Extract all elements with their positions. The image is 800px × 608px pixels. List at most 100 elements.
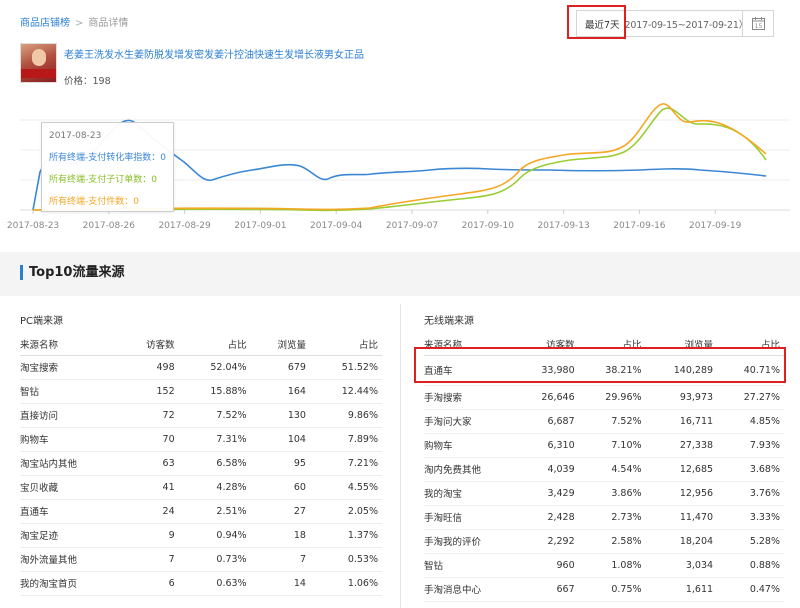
column-header: 访客数 — [516, 333, 579, 356]
table-row: 淘内免费其他 4,039 4.54% 12,685 3.68% — [424, 457, 784, 482]
value-cell: 16,711 — [645, 409, 718, 434]
value-cell: 4.54% — [578, 457, 646, 482]
value-cell: 152 — [119, 379, 179, 404]
date-range-text: 2017-09-15~2017-09-21） — [624, 19, 749, 31]
x-tick-label: 2017-08-23 — [7, 221, 59, 231]
value-cell: 104 — [250, 427, 310, 452]
value-cell: 0.94% — [178, 523, 251, 548]
table-row: 手淘我的评价 2,292 2.58% 18,204 5.28% — [424, 529, 784, 554]
date-preset-button[interactable]: 最近7天 — [585, 19, 620, 31]
value-cell: 1.08% — [578, 553, 646, 578]
value-cell: 4.28% — [178, 475, 251, 500]
x-tick-label: 2017-09-13 — [537, 221, 589, 231]
x-tick-label: 2017-09-19 — [689, 221, 742, 231]
source-name-cell[interactable]: 手淘旺信 — [424, 505, 517, 530]
breadcrumb-link-shop-rank[interactable]: 商品店铺榜 — [20, 18, 70, 29]
source-name-cell[interactable]: 智钻 — [20, 379, 120, 404]
product-title-link[interactable]: 老姜王洗发水生姜防脱发增发密发姜汁控油快速生发增长液男女正品 — [64, 50, 364, 61]
source-name-cell[interactable]: 淘宝站内其他 — [20, 451, 120, 476]
column-header: 占比 — [717, 333, 784, 356]
source-name-cell[interactable]: 直接访问 — [20, 403, 120, 428]
source-name-cell[interactable]: 我的淘宝首页 — [20, 571, 120, 596]
source-name-cell[interactable]: 宝贝收藏 — [20, 475, 120, 500]
value-cell: 1.06% — [309, 571, 382, 596]
date-range-picker[interactable]: 最近7天 2017-09-15~2017-09-21） 15 — [576, 10, 774, 37]
value-cell: 33,980 — [516, 355, 579, 386]
x-tick-label: 2017-09-01 — [234, 221, 286, 231]
source-name-cell[interactable]: 直通车 — [20, 499, 120, 524]
value-cell: 6,310 — [516, 433, 579, 458]
table-row: 手淘消息中心 667 0.75% 1,611 0.47% — [424, 577, 784, 602]
product-price: 价格：198 — [64, 76, 111, 87]
x-tick-label: 2017-09-16 — [613, 221, 666, 231]
value-cell: 1,611 — [645, 577, 718, 602]
table-row: 淘宝站内其他 63 6.58% 95 7.21% — [20, 451, 382, 476]
mobile-sources-table: 来源名称 访客数 占比 浏览量 占比 直通车 33,980 38.21% 140,28… — [424, 333, 784, 602]
tooltip-sub-orders: 所有终端-支付子订单数：0 — [49, 175, 157, 185]
value-cell: 18,204 — [645, 529, 718, 554]
value-cell: 2.05% — [309, 499, 382, 524]
calendar-button[interactable]: 15 — [742, 11, 773, 36]
calendar-day: 15 — [754, 23, 762, 30]
source-name-cell[interactable]: 淘宝足迹 — [20, 523, 120, 548]
value-cell: 29.96% — [578, 385, 646, 410]
value-cell: 2.51% — [178, 499, 251, 524]
value-cell: 0.73% — [178, 547, 251, 572]
source-name-cell[interactable]: 手淘消息中心 — [424, 577, 517, 602]
source-name-cell[interactable]: 手淘问大家 — [424, 409, 517, 434]
source-name-cell[interactable]: 直通车 — [424, 355, 517, 386]
table-row: 宝贝收藏 41 4.28% 60 4.55% — [20, 475, 382, 500]
value-cell: 6.58% — [178, 451, 251, 476]
breadcrumb: 商品店铺榜 > 商品详情 — [20, 14, 128, 29]
value-cell: 7.93% — [717, 433, 784, 458]
table-row: 手淘问大家 6,687 7.52% 16,711 4.85% — [424, 409, 784, 434]
value-cell: 63 — [119, 451, 179, 476]
value-cell: 0.63% — [178, 571, 251, 596]
value-cell: 0.47% — [717, 577, 784, 602]
value-cell: 3,429 — [516, 481, 579, 506]
source-name-cell[interactable]: 购物车 — [20, 427, 120, 452]
value-cell: 60 — [250, 475, 310, 500]
value-cell: 3,034 — [645, 553, 718, 578]
value-cell: 52.04% — [178, 355, 251, 380]
source-name-cell[interactable]: 淘宝搜索 — [20, 355, 120, 380]
section-header-band — [0, 252, 800, 296]
value-cell: 95 — [250, 451, 310, 476]
table-row: 手淘旺信 2,428 2.73% 11,470 3.33% — [424, 505, 784, 530]
column-header: 占比 — [309, 333, 382, 356]
source-name-cell[interactable]: 我的淘宝 — [424, 481, 517, 506]
value-cell: 72 — [119, 403, 179, 428]
calendar-icon: 15 — [751, 17, 765, 30]
value-cell: 2,428 — [516, 505, 579, 530]
source-name-cell[interactable]: 淘外流量其他 — [20, 547, 120, 572]
value-cell: 6 — [119, 571, 179, 596]
x-tick-label: 2017-08-29 — [158, 221, 211, 231]
section-title: Top10流量来源 — [20, 265, 124, 280]
product-thumbnail[interactable] — [20, 43, 57, 83]
column-header: 浏览量 — [645, 333, 718, 356]
table-row: 智钻 960 1.08% 3,034 0.88% — [424, 553, 784, 578]
column-header: 访客数 — [119, 333, 179, 356]
source-name-cell[interactable]: 淘内免费其他 — [424, 457, 517, 482]
value-cell: 18 — [250, 523, 310, 548]
source-name-cell[interactable]: 手淘搜索 — [424, 385, 517, 410]
table-row: 淘外流量其他 7 0.73% 7 0.53% — [20, 547, 382, 572]
chart-tooltip: 2017-08-23 所有终端-支付转化率指数：0 所有终端-支付子订单数：0 … — [41, 122, 174, 212]
value-cell: 679 — [250, 355, 310, 380]
column-divider — [400, 304, 401, 608]
column-header: 占比 — [578, 333, 646, 356]
value-cell: 960 — [516, 553, 579, 578]
source-name-cell[interactable]: 智钻 — [424, 553, 517, 578]
table-row: 手淘搜索 26,646 29.96% 93,973 27.27% — [424, 385, 784, 410]
source-name-cell[interactable]: 购物车 — [424, 433, 517, 458]
value-cell: 0.75% — [578, 577, 646, 602]
table-row: 我的淘宝 3,429 3.86% 12,956 3.76% — [424, 481, 784, 506]
source-name-cell[interactable]: 手淘我的评价 — [424, 529, 517, 554]
value-cell: 3.33% — [717, 505, 784, 530]
breadcrumb-current: 商品详情 — [88, 18, 129, 29]
value-cell: 4,039 — [516, 457, 579, 482]
value-cell: 498 — [119, 355, 179, 380]
table-row: 购物车 6,310 7.10% 27,338 7.93% — [424, 433, 784, 458]
table-row: 淘宝足迹 9 0.94% 18 1.37% — [20, 523, 382, 548]
value-cell: 5.28% — [717, 529, 784, 554]
